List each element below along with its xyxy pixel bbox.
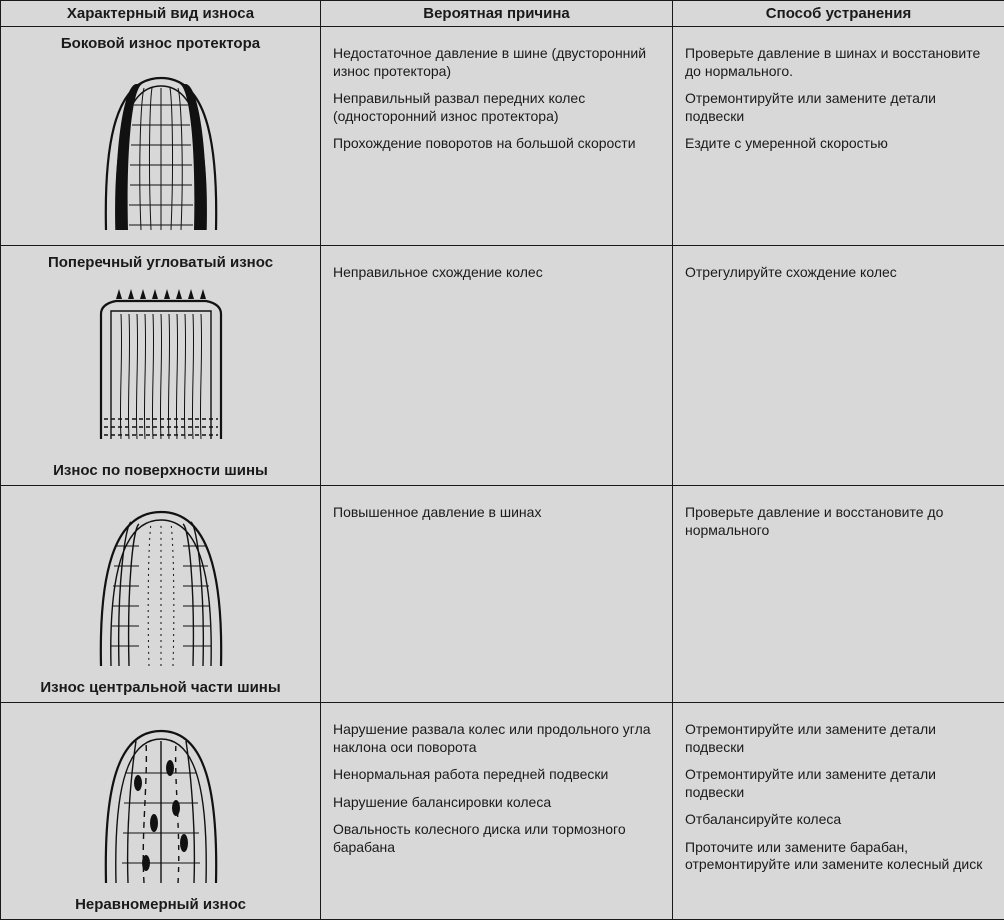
cause-text: Неправильный развал передних колес (одно… [333,90,660,125]
remedy-text: Отремонтируйте или замените детали подве… [685,721,992,756]
col-header-remedy: Способ устранения [673,1,1004,27]
pattern-cell-side-wear: Боковой износ протектора [1,27,321,246]
cause-text: Ненормальная работа передней подвески [333,766,660,784]
table-header-row: Характерный вид износа Вероятная причина… [1,1,1004,27]
table-row: Поперечный угловатый износ [1,246,1004,486]
tire-center-wear-icon [81,496,241,666]
remedy-text: Отремонтируйте или замените детали подве… [685,90,992,125]
remedy-text: Ездите с умеренной скоростью [685,135,992,153]
pattern-cell-feather-wear: Поперечный угловатый износ [1,246,321,486]
col-header-cause: Вероятная причина [321,1,673,27]
remedy-text: Проточите или замените барабан, отремонт… [685,839,992,874]
table-row: Износ центральной части шины Повышенное … [1,486,1004,703]
remedy-text: Отбалансируйте колеса [685,811,992,829]
pattern-title: Износ по поверхности шины [11,462,310,479]
remedy-cell: Отрегулируйте схождение колес [673,246,1004,486]
cause-text: Овальность колесного диска или тормозног… [333,821,660,856]
remedy-cell: Отремонтируйте или замените детали подве… [673,703,1004,920]
cause-cell: Нарушение развала колес или продольного … [321,703,673,920]
remedy-text: Проверьте давление и восстановите до нор… [685,504,992,539]
cause-text: Нарушение развала колес или продольного … [333,721,660,756]
remedy-text: Отрегулируйте схождение колес [685,264,992,282]
table-row: Боковой износ протектора [1,27,1004,246]
cause-text: Неправильное схождение колес [333,264,660,282]
tire-uneven-wear-icon [86,713,236,883]
pattern-cell-uneven-wear: Неравномерный износ [1,703,321,920]
cause-cell: Недостаточное давление в шине (двусторон… [321,27,673,246]
tire-side-wear-icon [86,60,236,230]
cause-text: Повышенное давление в шинах [333,504,660,522]
tire-wear-table: Характерный вид износа Вероятная причина… [0,0,1004,920]
remedy-cell: Проверьте давление и восстановите до нор… [673,486,1004,703]
cause-cell: Повышенное давление в шинах [321,486,673,703]
pattern-title: Износ центральной части шины [11,679,310,696]
cause-cell: Неправильное схождение колес [321,246,673,486]
pattern-title: Поперечный угловатый износ [11,254,310,271]
tire-feather-wear-icon [76,279,246,449]
pattern-title: Неравномерный износ [11,896,310,913]
table-row: Неравномерный износ Нарушение развала ко… [1,703,1004,920]
cause-text: Нарушение балансировки колеса [333,794,660,812]
pattern-title: Боковой износ протектора [11,35,310,52]
cause-text: Недостаточное давление в шине (двусторон… [333,45,660,80]
remedy-text: Проверьте давление в шинах и восстановит… [685,45,992,80]
cause-text: Прохождение поворотов на большой скорост… [333,135,660,153]
remedy-text: Отремонтируйте или замените детали подве… [685,766,992,801]
pattern-cell-center-wear: Износ центральной части шины [1,486,321,703]
remedy-cell: Проверьте давление в шинах и восстановит… [673,27,1004,246]
col-header-pattern: Характерный вид износа [1,1,321,27]
